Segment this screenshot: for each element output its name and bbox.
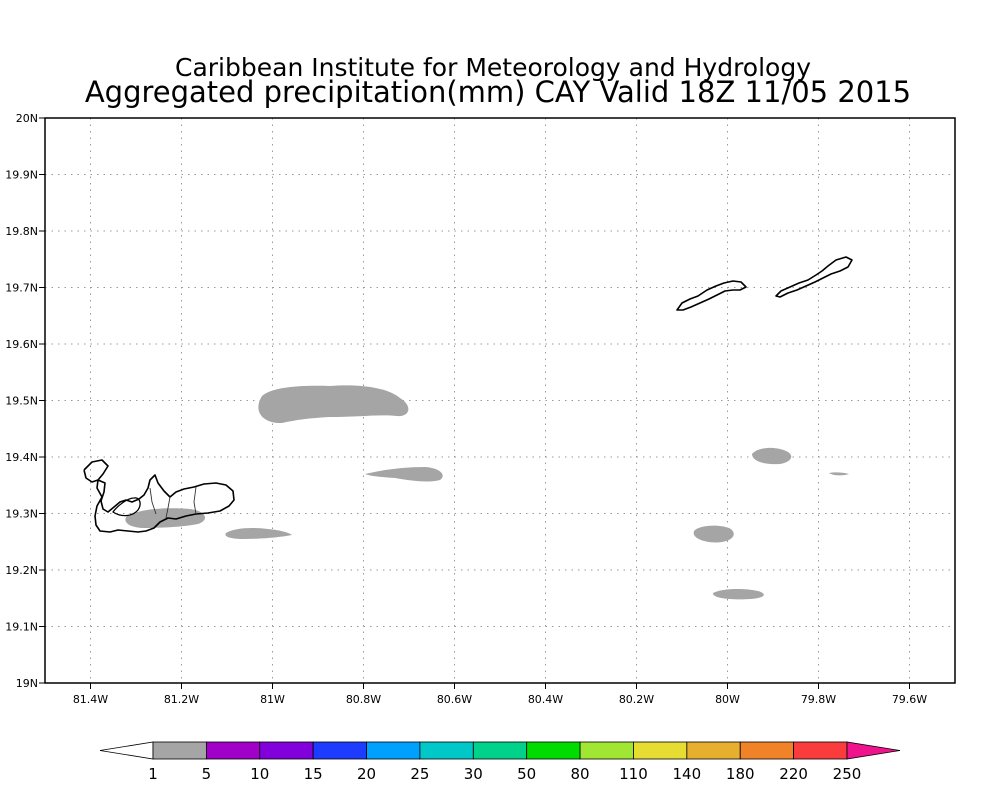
x-tick-label: 80W — [715, 693, 740, 706]
longitude-tick-labels: 81.4W 81.2W 81W 80.8W 80.6W 80.4W 80.2W 80W 79.8… — [73, 683, 927, 706]
y-tick-label: 19.2N — [5, 564, 38, 577]
y-tick-label: 19N — [16, 677, 38, 690]
x-tick-label: 80.4W — [528, 693, 563, 706]
legend-below-arrow — [99, 741, 154, 760]
legend-color-bin — [526, 741, 581, 760]
precip-area-east-1 — [752, 447, 792, 465]
precipitation-legend: 1 5 10 15 20 25 30 50 80 110 140 180 220 250 — [99, 741, 901, 783]
legend-boundary-label: 5 — [202, 765, 212, 783]
title-line-2: Aggregated precipitation(mm) CAY Valid 1… — [85, 75, 911, 109]
y-tick-label: 20N — [16, 112, 38, 125]
y-tick-label: 19.7N — [5, 282, 38, 295]
y-tick-label: 19.8N — [5, 225, 38, 238]
x-tick-label: 80.6W — [437, 693, 472, 706]
precip-area-grand-cayman — [125, 508, 205, 528]
y-tick-label: 19.6N — [5, 338, 38, 351]
legend-color-bin — [686, 741, 741, 760]
legend-boundary-label: 220 — [779, 765, 808, 783]
precip-area-east-2 — [693, 525, 734, 543]
x-tick-label: 79.6W — [892, 693, 927, 706]
legend-boundary-label: 15 — [304, 765, 323, 783]
title-line-1: Caribbean Institute for Meteorology and … — [175, 53, 811, 82]
legend-color-bin — [152, 741, 207, 760]
legend-color-bin — [579, 741, 634, 760]
y-tick-label: 19.9N — [5, 169, 38, 182]
legend-color-bin — [633, 741, 688, 760]
legend-boundary-label: 30 — [464, 765, 483, 783]
legend-color-bin — [259, 741, 314, 760]
grand-cayman-north-sound — [112, 497, 141, 517]
coastlines — [83, 256, 853, 533]
y-tick-label: 19.4N — [5, 451, 38, 464]
legend-boundary-label: 1 — [148, 765, 158, 783]
precip-area-east-4 — [829, 472, 849, 476]
legend-color-bin — [472, 741, 528, 760]
legend-color-bin — [205, 741, 261, 760]
legend-color-bin — [419, 741, 474, 760]
x-tick-label: 81.2W — [164, 693, 199, 706]
x-tick-label: 79.8W — [801, 693, 836, 706]
x-tick-label: 80.2W — [619, 693, 654, 706]
precip-area-east-of-grand-cayman — [225, 528, 292, 539]
precip-area-central-streak — [365, 467, 443, 482]
legend-boundary-label: 10 — [250, 765, 269, 783]
precipitation-areas — [125, 385, 849, 600]
cayman-brac-coastline — [676, 280, 747, 311]
legend-above-arrow — [846, 741, 901, 760]
legend-color-bin — [739, 741, 795, 760]
legend-boundary-label: 80 — [571, 765, 590, 783]
little-cayman-coastline — [775, 256, 853, 298]
legend-boundary-label: 180 — [726, 765, 755, 783]
y-tick-label: 19.1N — [5, 621, 38, 634]
legend-color-bin — [793, 741, 848, 760]
legend-boundary-label: 50 — [517, 765, 536, 783]
latitude-tick-labels: 19N 19.1N 19.2N 19.3N 19.4N 19.5N 19.6N 19.7N 19… — [5, 112, 45, 690]
legend-boundary-label: 25 — [410, 765, 429, 783]
legend-boundary-label: 250 — [833, 765, 862, 783]
y-tick-label: 19.5N — [5, 395, 38, 408]
legend-boundary-label: 110 — [619, 765, 648, 783]
legend-color-bin — [312, 741, 367, 760]
legend-boundary-label: 20 — [357, 765, 376, 783]
precip-area-east-3 — [712, 588, 764, 600]
grand-cayman-coastline — [83, 459, 235, 533]
x-tick-label: 81.4W — [73, 693, 108, 706]
grand-cayman-districts — [149, 486, 197, 519]
precip-area-north-central — [258, 385, 409, 424]
x-tick-label: 81W — [260, 693, 285, 706]
legend-color-bin — [366, 741, 421, 760]
x-tick-label: 80.8W — [346, 693, 381, 706]
legend-boundary-label: 140 — [673, 765, 702, 783]
y-tick-label: 19.3N — [5, 508, 38, 521]
